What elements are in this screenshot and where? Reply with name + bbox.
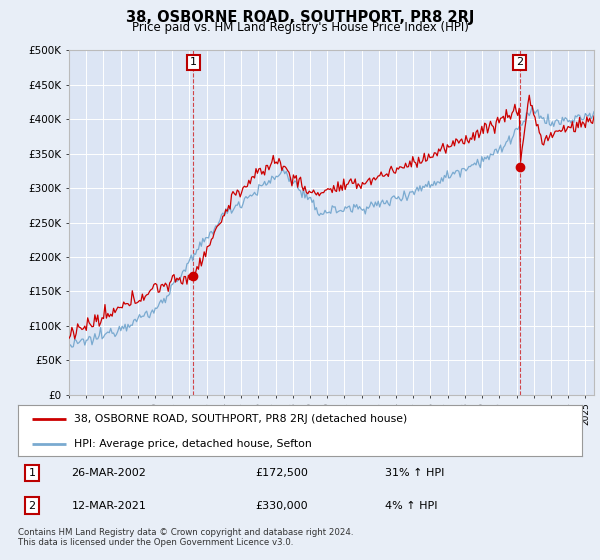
Text: £172,500: £172,500 [255, 468, 308, 478]
Text: 4% ↑ HPI: 4% ↑ HPI [385, 501, 437, 511]
Text: 31% ↑ HPI: 31% ↑ HPI [385, 468, 444, 478]
Text: 1: 1 [29, 468, 35, 478]
Text: 38, OSBORNE ROAD, SOUTHPORT, PR8 2RJ (detached house): 38, OSBORNE ROAD, SOUTHPORT, PR8 2RJ (de… [74, 414, 407, 424]
Text: Contains HM Land Registry data © Crown copyright and database right 2024.
This d: Contains HM Land Registry data © Crown c… [18, 528, 353, 547]
Text: £330,000: £330,000 [255, 501, 308, 511]
Text: 2: 2 [516, 57, 523, 67]
Text: Price paid vs. HM Land Registry's House Price Index (HPI): Price paid vs. HM Land Registry's House … [131, 21, 469, 34]
Text: HPI: Average price, detached house, Sefton: HPI: Average price, detached house, Seft… [74, 438, 312, 449]
Text: 1: 1 [190, 57, 197, 67]
Text: 12-MAR-2021: 12-MAR-2021 [71, 501, 146, 511]
Text: 2: 2 [29, 501, 35, 511]
Text: 26-MAR-2002: 26-MAR-2002 [71, 468, 146, 478]
Text: 38, OSBORNE ROAD, SOUTHPORT, PR8 2RJ: 38, OSBORNE ROAD, SOUTHPORT, PR8 2RJ [126, 10, 474, 25]
